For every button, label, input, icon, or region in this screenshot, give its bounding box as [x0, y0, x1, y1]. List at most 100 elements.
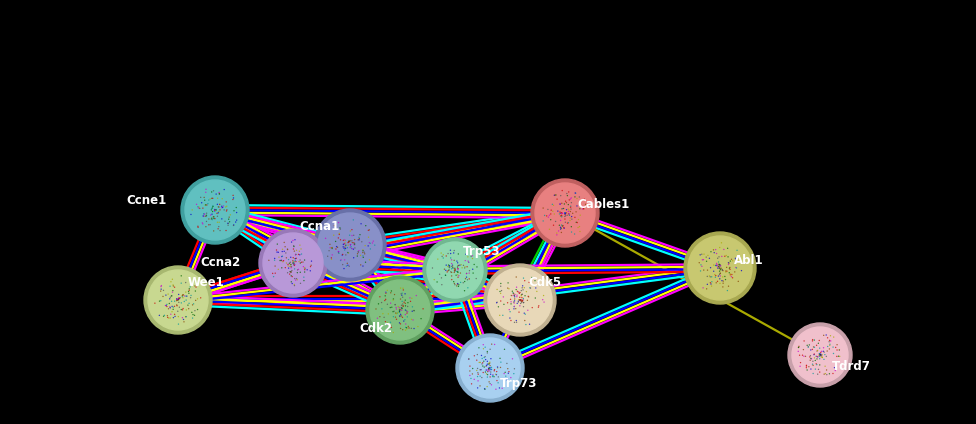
Point: [156, 312, 172, 319]
Point: [160, 314, 176, 321]
Point: [558, 209, 574, 216]
Point: [810, 354, 826, 360]
Point: [352, 252, 368, 259]
Point: [358, 259, 374, 265]
Point: [269, 249, 285, 256]
Point: [734, 267, 750, 274]
Point: [275, 258, 291, 265]
Point: [394, 298, 410, 305]
Point: [214, 204, 229, 211]
Point: [290, 276, 305, 283]
Point: [207, 207, 223, 214]
Point: [182, 285, 197, 292]
Point: [462, 363, 477, 369]
Point: [823, 338, 838, 344]
Point: [225, 222, 241, 229]
Point: [172, 295, 187, 302]
Point: [555, 205, 571, 212]
Point: [178, 289, 193, 296]
Point: [163, 294, 179, 301]
Point: [708, 262, 723, 269]
Point: [503, 296, 518, 303]
Point: [194, 199, 210, 206]
Point: [815, 354, 831, 361]
Point: [709, 250, 724, 257]
Point: [296, 277, 311, 284]
Point: [190, 224, 206, 231]
Point: [718, 252, 734, 259]
Point: [444, 260, 460, 267]
Point: [447, 267, 463, 274]
Point: [349, 253, 365, 259]
Point: [293, 259, 308, 266]
Point: [810, 353, 826, 360]
Point: [809, 361, 825, 368]
Point: [713, 240, 729, 246]
Point: [221, 222, 236, 229]
Point: [699, 258, 714, 265]
Point: [278, 250, 294, 257]
Point: [506, 298, 521, 305]
Point: [812, 351, 828, 358]
Point: [519, 297, 535, 304]
Point: [506, 290, 521, 297]
Point: [400, 308, 416, 315]
Point: [225, 195, 241, 201]
Point: [704, 283, 719, 290]
Point: [492, 288, 508, 295]
Point: [386, 308, 402, 315]
Point: [553, 229, 569, 236]
Point: [560, 206, 576, 212]
Point: [693, 262, 709, 268]
Point: [287, 281, 303, 288]
Point: [386, 291, 402, 298]
Point: [493, 280, 508, 287]
Circle shape: [531, 179, 599, 247]
Point: [153, 283, 169, 290]
Point: [387, 301, 403, 308]
Point: [812, 369, 828, 376]
Point: [181, 302, 196, 309]
Point: [832, 347, 847, 354]
Point: [563, 199, 579, 206]
Point: [450, 281, 466, 287]
Point: [816, 371, 832, 377]
Point: [504, 292, 519, 299]
Point: [338, 251, 353, 258]
Point: [367, 242, 383, 248]
Point: [814, 351, 830, 358]
Point: [351, 235, 367, 242]
Point: [557, 198, 573, 205]
Point: [820, 335, 835, 341]
Circle shape: [792, 327, 848, 383]
Point: [490, 364, 506, 371]
Point: [181, 305, 196, 312]
Point: [727, 255, 743, 262]
Point: [803, 365, 819, 372]
Point: [520, 293, 536, 300]
Point: [499, 377, 514, 383]
Point: [507, 296, 522, 302]
Point: [804, 338, 820, 344]
Point: [825, 370, 840, 377]
Point: [163, 311, 179, 318]
Point: [324, 244, 340, 251]
Point: [183, 211, 199, 218]
Point: [334, 257, 349, 263]
Point: [449, 268, 465, 275]
Point: [343, 241, 358, 248]
Point: [434, 281, 450, 288]
Point: [193, 294, 209, 301]
Point: [535, 296, 550, 303]
Point: [713, 265, 729, 272]
Point: [204, 215, 220, 222]
Point: [288, 277, 304, 284]
Point: [353, 220, 369, 227]
Point: [281, 265, 297, 271]
Point: [517, 293, 533, 299]
Point: [288, 251, 304, 258]
Point: [557, 219, 573, 226]
Point: [283, 279, 299, 285]
Point: [204, 206, 220, 213]
Point: [813, 354, 829, 360]
